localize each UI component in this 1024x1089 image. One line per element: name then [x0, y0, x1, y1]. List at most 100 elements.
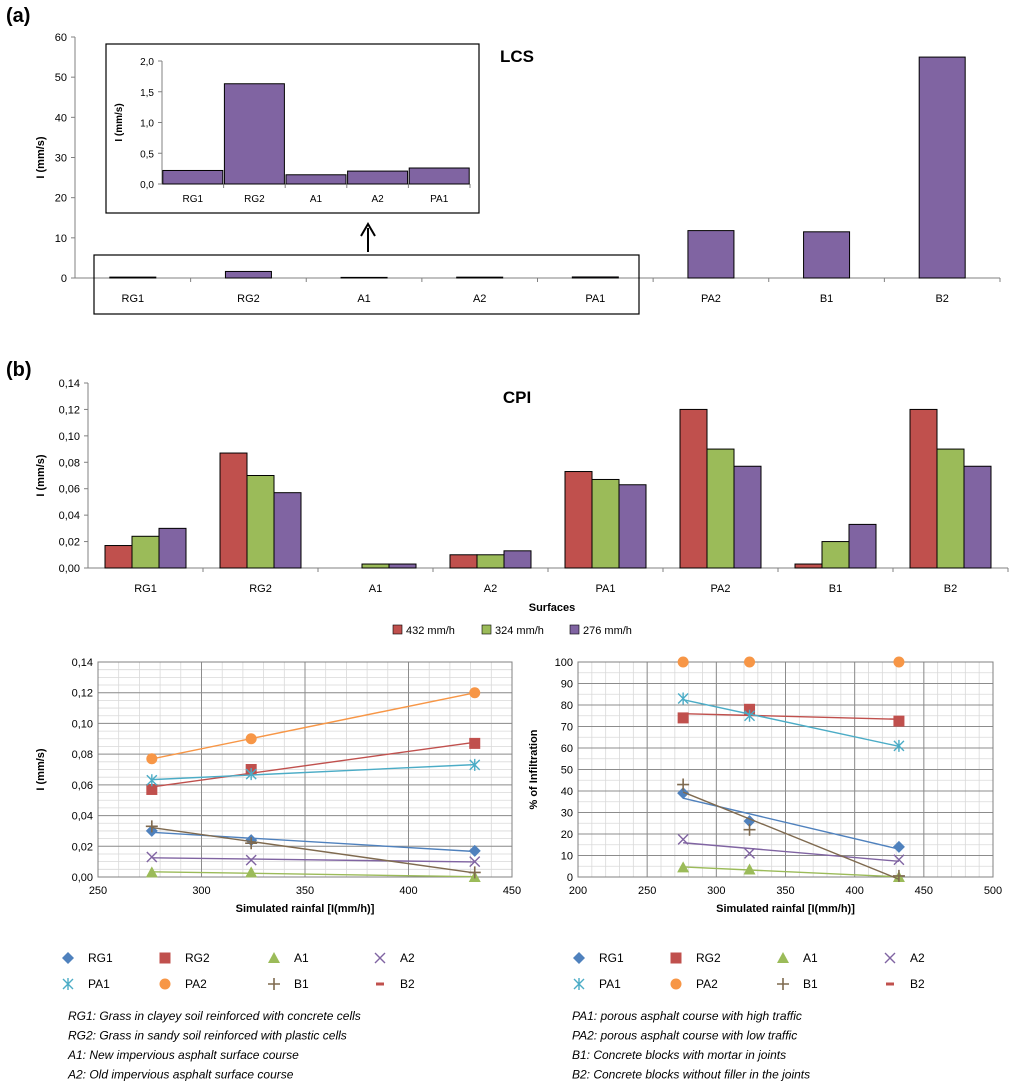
- plot-frame: [577, 661, 994, 878]
- bar-b2-324-mm-h: [936, 448, 965, 569]
- trendline-a1: [683, 866, 899, 878]
- x-axis-label: Simulated rainfal [I(mm/h)]: [236, 903, 375, 915]
- y-axis-label: I (mm/s): [114, 103, 125, 141]
- bar-b2: [918, 56, 966, 279]
- inset-callout-box: [93, 254, 640, 315]
- x-tick-label: PA2: [701, 293, 721, 305]
- x-tick-label: 300: [707, 885, 725, 897]
- marker-a2: [469, 856, 481, 868]
- legend-label-a1: A1: [294, 951, 309, 965]
- y-tick-label: 0,02: [72, 841, 93, 853]
- x-tick-label: 200: [569, 885, 587, 897]
- bar-a2: [456, 276, 504, 279]
- note-left: RG2: Grass in sandy soil reinforced with…: [68, 1029, 347, 1043]
- y-tick-label: 0,12: [59, 404, 80, 416]
- marker-a1: [777, 952, 789, 963]
- y-tick-label: 0,14: [72, 657, 93, 669]
- y-tick-label: 100: [555, 657, 573, 669]
- x-tick-label: B2: [935, 293, 948, 305]
- y-axis-label: I (mm/s): [35, 454, 47, 497]
- x-tick-label: A1: [369, 583, 382, 595]
- x-tick-label: B1: [820, 293, 833, 305]
- trendline-a2: [683, 842, 899, 863]
- legend-label-pa1: PA1: [599, 977, 621, 991]
- legend-label-a1: A1: [803, 951, 818, 965]
- trendline-pa1: [682, 699, 900, 748]
- y-tick-label: 20: [561, 829, 573, 841]
- legend-label-b1: B1: [803, 977, 818, 991]
- panel-label-a: (a): [6, 5, 30, 27]
- trendline-b1: [151, 826, 475, 874]
- trendline-rg2: [683, 712, 899, 720]
- y-tick-label: 0: [567, 872, 573, 884]
- y-tick-label: 2,0: [140, 57, 154, 68]
- legend-label-432-mm-h: 432 mm/h: [406, 625, 455, 637]
- x-tick-label: RG2: [244, 194, 265, 205]
- legend-label-rg2: RG2: [696, 951, 721, 965]
- y-tick-label: 0,08: [59, 457, 80, 469]
- marker-rg2: [670, 952, 682, 964]
- y-tick-label: 60: [561, 743, 573, 755]
- y-tick-label: 50: [561, 765, 573, 777]
- marker-b2: [886, 982, 894, 986]
- bar-b1: [803, 231, 851, 279]
- panel-label-b: (b): [6, 359, 32, 381]
- marker-b1: [677, 778, 690, 791]
- legend-label-pa2: PA2: [185, 977, 207, 991]
- marker-pa1: [573, 978, 585, 990]
- x-tick-label: 250: [638, 885, 656, 897]
- trendline-pa2: [151, 692, 475, 760]
- marker-a1: [268, 952, 280, 963]
- y-axis-label: % of Infiltration: [528, 729, 540, 809]
- marker-pa2: [469, 687, 481, 699]
- bar-rg2-432-mm-h: [219, 452, 248, 569]
- surface-notes: RG1: Grass in clayey soil reinforced wit…: [67, 1009, 810, 1082]
- x-tick-label: RG1: [122, 293, 145, 305]
- marker-rg2: [146, 783, 158, 795]
- bar-b1-432-mm-h: [794, 563, 823, 569]
- y-tick-label: 0,10: [72, 718, 93, 730]
- x-tick-label: 450: [503, 885, 521, 897]
- marker-pa1: [469, 758, 481, 771]
- y-tick-label: 0: [61, 273, 67, 285]
- bar-b2-276-mm-h: [963, 465, 992, 569]
- plot-frame: [97, 661, 513, 878]
- y-tick-label: 0,04: [72, 811, 93, 823]
- y-tick-label: 40: [561, 786, 573, 798]
- legend-label-b1: B1: [294, 977, 309, 991]
- bar-pa1-276-mm-h: [618, 484, 647, 569]
- x-tick-label: B2: [944, 583, 957, 595]
- bar-rg2: [224, 270, 272, 279]
- marker-a2: [374, 952, 386, 964]
- marker-a2: [146, 851, 158, 863]
- y-tick-label: 0,08: [72, 749, 93, 761]
- bar-rg2: [223, 83, 285, 185]
- trendline-b1: [682, 791, 900, 880]
- x-tick-label: 400: [399, 885, 417, 897]
- bar-rg2-324-mm-h: [246, 475, 275, 569]
- marker-a2: [884, 952, 896, 964]
- y-tick-label: 30: [561, 808, 573, 820]
- y-tick-label: 1,0: [140, 119, 154, 130]
- bar-a1-276-mm-h: [388, 563, 417, 569]
- marker-pa2: [146, 753, 158, 765]
- inset-frame: [105, 43, 480, 214]
- bar-pa1: [571, 276, 619, 279]
- bar-rg1-276-mm-h: [158, 527, 187, 569]
- bar-pa1: [408, 167, 470, 185]
- marker-b1: [468, 866, 481, 879]
- legend-label-pa2: PA2: [696, 977, 718, 991]
- y-tick-label: 0,12: [72, 688, 93, 700]
- bar-a1-324-mm-h: [361, 563, 390, 569]
- marker-pa2: [670, 978, 682, 990]
- bar-b2-432-mm-h: [909, 408, 938, 569]
- marker-b1: [245, 837, 258, 850]
- marker-rg1: [468, 844, 481, 857]
- marker-a1: [743, 863, 756, 875]
- legend-swatch-276-mm-h: [569, 624, 580, 635]
- x-tick-label: B1: [829, 583, 842, 595]
- bar-rg1: [162, 169, 224, 185]
- x-tick-label: PA1: [585, 293, 605, 305]
- y-tick-label: 0,14: [59, 378, 80, 390]
- marker-rg2: [469, 737, 481, 749]
